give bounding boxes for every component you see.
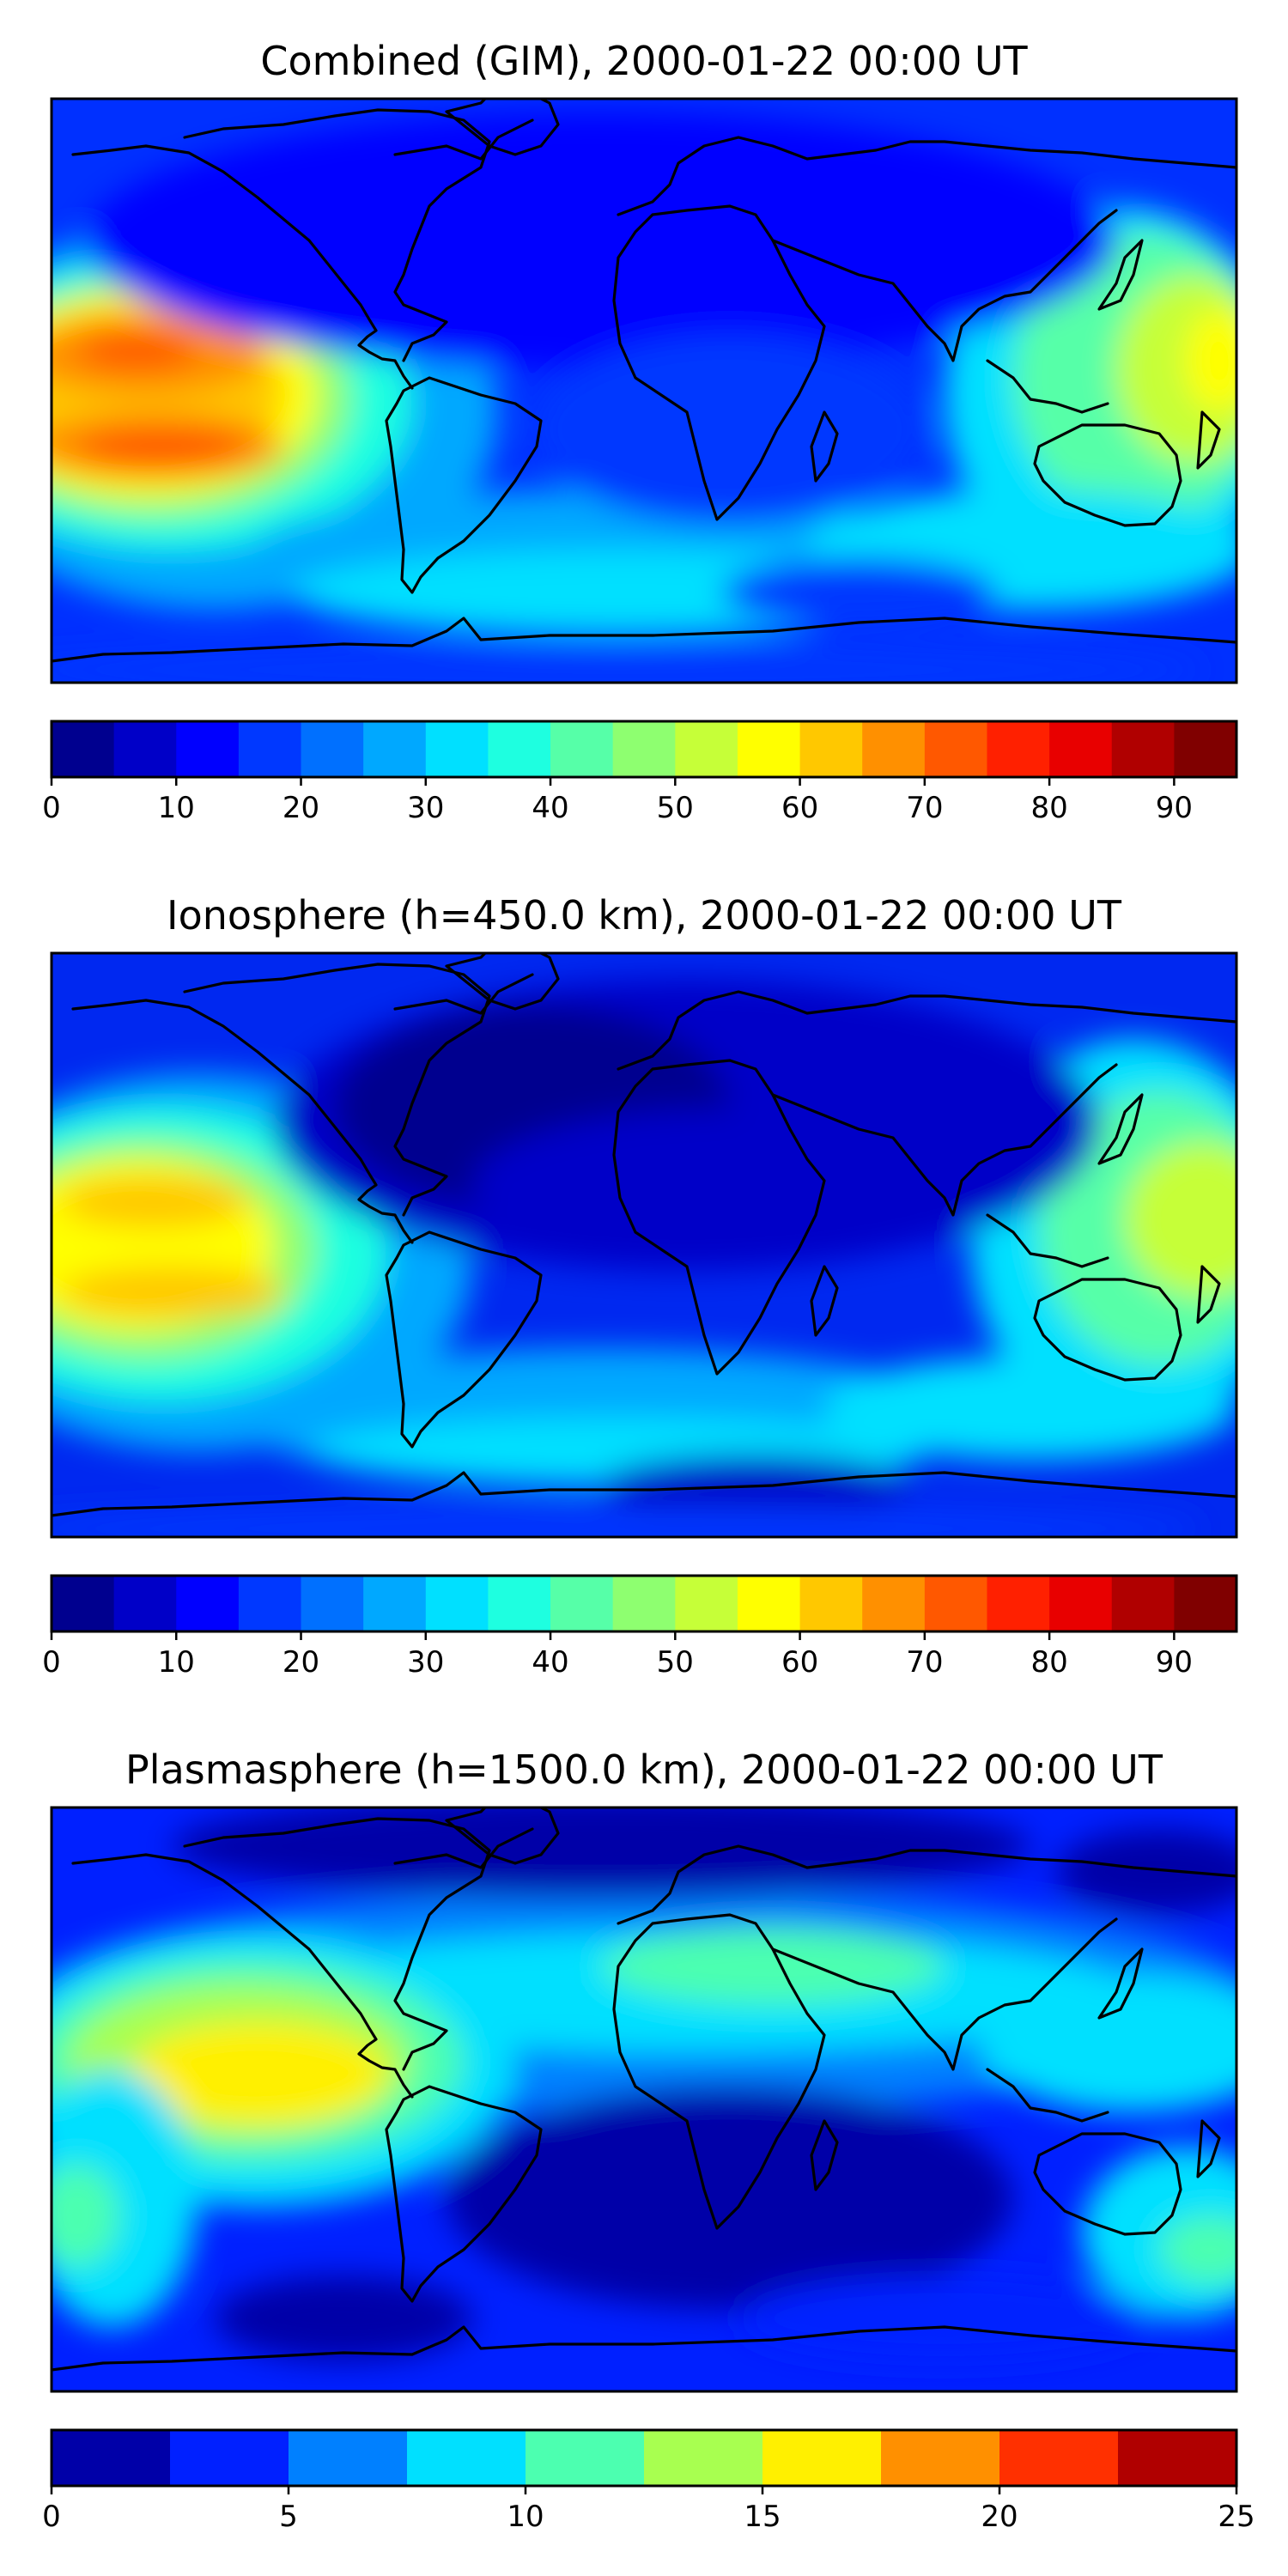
colorbar-swatch xyxy=(550,1576,614,1631)
colorbar: 0 10 20 30 40 50 60 70 80 90 xyxy=(42,1574,1238,1680)
colorbar-tick-label: 60 xyxy=(781,791,818,825)
colorbar-swatch xyxy=(1174,721,1237,777)
colorbar-swatch xyxy=(1118,2430,1237,2486)
colorbar-swatch xyxy=(1174,1576,1237,1631)
colorbar-tick-label: 40 xyxy=(532,791,568,825)
colorbar-tick-label: 40 xyxy=(532,1645,568,1680)
colorbar-tick-label: 15 xyxy=(744,2500,781,2534)
colorbar-swatch xyxy=(238,1576,302,1631)
colorbar-tick-label: 25 xyxy=(1218,2500,1255,2534)
colorbar-tick-label: 70 xyxy=(906,791,943,825)
colorbar-tick-label: 80 xyxy=(1030,1645,1067,1680)
colorbar-swatch xyxy=(987,1576,1050,1631)
colorbar-tick-label: 20 xyxy=(283,791,319,825)
colorbar-swatch xyxy=(737,721,801,777)
panel-ionosphere: Ionosphere (h=450.0 km), 2000-01-22 00:0… xyxy=(42,892,1238,1680)
colorbar-swatch xyxy=(301,721,364,777)
map-frame xyxy=(50,951,1238,1539)
colorbar-swatch xyxy=(425,721,489,777)
map-area xyxy=(52,1807,1236,2391)
colorbar-tick-label: 10 xyxy=(507,2500,544,2534)
colorbar-swatch xyxy=(675,1576,738,1631)
colorbar-swatch xyxy=(176,1576,240,1631)
colorbar-swatch xyxy=(550,721,614,777)
colorbar: 0 5 10 15 20 25 xyxy=(42,2428,1255,2534)
colorbar-swatch xyxy=(762,2430,882,2486)
map-area xyxy=(52,99,1236,683)
colorbar: 0 10 20 30 40 50 60 70 80 90 xyxy=(42,720,1238,825)
colorbar-tick-label: 10 xyxy=(158,791,195,825)
colorbar-swatch xyxy=(363,1576,427,1631)
colorbar-swatch xyxy=(987,721,1050,777)
colorbar-tick-label: 60 xyxy=(781,1645,818,1680)
colorbar-swatch xyxy=(52,721,115,777)
colorbar-swatch xyxy=(862,1576,926,1631)
colorbar-tick-label: 20 xyxy=(981,2500,1018,2534)
colorbar-tick-label: 0 xyxy=(42,2500,61,2534)
colorbar-tick-label: 70 xyxy=(906,1645,943,1680)
colorbar-swatch xyxy=(924,1576,988,1631)
colorbar-swatch xyxy=(170,2430,289,2486)
colorbar-swatch xyxy=(644,2430,763,2486)
colorbar-tick-label: 10 xyxy=(158,1645,195,1680)
colorbar-tick-label: 0 xyxy=(42,791,61,825)
colorbar-swatch xyxy=(526,2430,645,2486)
colorbar-swatch xyxy=(289,2430,408,2486)
colorbar-swatch xyxy=(238,721,302,777)
colorbar-swatch xyxy=(799,1576,863,1631)
panel-plasmasphere: Plasmasphere (h=1500.0 km), 2000-01-22 0… xyxy=(42,1747,1255,2534)
colorbar-swatch xyxy=(862,721,926,777)
colorbar-swatch xyxy=(52,1576,115,1631)
colorbar-swatch xyxy=(488,1576,551,1631)
colorbar-swatch xyxy=(407,2430,526,2486)
colorbar-swatch xyxy=(113,1576,177,1631)
colorbar-swatch xyxy=(881,2430,1000,2486)
panel-title: Ionosphere (h=450.0 km), 2000-01-22 00:0… xyxy=(167,892,1122,939)
colorbar-swatch xyxy=(799,721,863,777)
colorbar-swatch xyxy=(1049,1576,1113,1631)
colorbar-tick-label: 20 xyxy=(283,1645,319,1680)
colorbar-tick-label: 80 xyxy=(1030,791,1067,825)
colorbar-swatch xyxy=(924,721,988,777)
colorbar-swatch xyxy=(999,2430,1119,2486)
colorbar-tick-label: 50 xyxy=(657,1645,694,1680)
colorbar-swatch xyxy=(737,1576,801,1631)
colorbar-swatch xyxy=(113,721,177,777)
colorbar-swatch xyxy=(612,721,676,777)
panel-combined: Combined (GIM), 2000-01-22 00:00 UT xyxy=(42,38,1238,825)
colorbar-swatch xyxy=(612,1576,676,1631)
colorbar-swatch xyxy=(176,721,240,777)
colorbar-swatch xyxy=(425,1576,489,1631)
colorbar-swatch xyxy=(301,1576,364,1631)
colorbar-swatch xyxy=(1049,721,1113,777)
colorbar-tick-label: 90 xyxy=(1156,1645,1193,1680)
colorbar-tick-label: 5 xyxy=(279,2500,298,2534)
colorbar-swatch xyxy=(488,721,551,777)
colorbar-swatch xyxy=(1111,1576,1175,1631)
colorbar-tick-label: 50 xyxy=(657,791,694,825)
colorbar-swatch xyxy=(363,721,427,777)
colorbar-tick-label: 0 xyxy=(42,1645,61,1680)
panel-title: Plasmasphere (h=1500.0 km), 2000-01-22 0… xyxy=(125,1747,1163,1793)
colorbar-tick-label: 30 xyxy=(407,1645,444,1680)
colorbar-swatch xyxy=(1111,721,1175,777)
colorbar-swatch xyxy=(52,2430,171,2486)
colorbar-tick-label: 90 xyxy=(1156,791,1193,825)
map-frame xyxy=(50,97,1238,684)
map-area xyxy=(52,953,1236,1537)
map-frame xyxy=(50,1806,1238,2393)
colorbar-swatch xyxy=(675,721,738,777)
colorbar-tick-label: 30 xyxy=(407,791,444,825)
panel-title: Combined (GIM), 2000-01-22 00:00 UT xyxy=(260,38,1028,84)
